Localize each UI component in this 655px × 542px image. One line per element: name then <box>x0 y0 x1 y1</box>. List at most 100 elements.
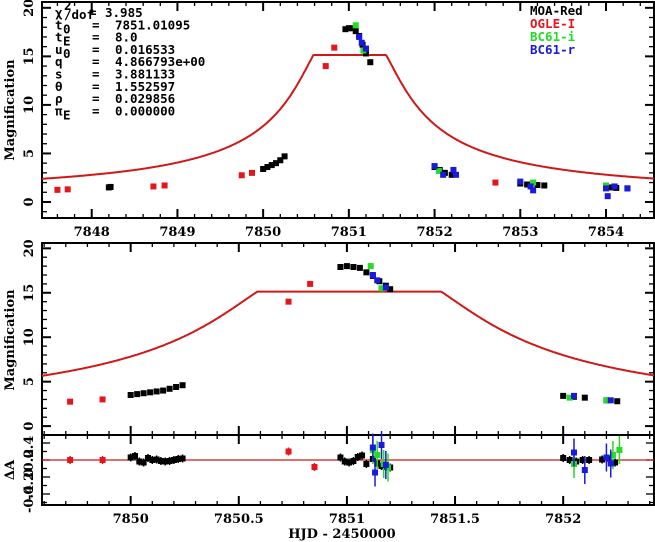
data-point <box>372 469 379 476</box>
data-point <box>341 458 348 465</box>
parameter-row: π E = 0.000000 <box>55 103 175 122</box>
data-point <box>534 181 541 188</box>
data-point <box>153 456 160 463</box>
data-point <box>157 458 164 464</box>
data-point <box>607 460 614 467</box>
data-point <box>609 452 616 458</box>
y-tick-label: 0 <box>22 422 37 431</box>
data-point <box>166 458 173 464</box>
data-point <box>378 442 385 448</box>
residual-y-tick-label: -0.2 <box>22 472 37 500</box>
x-tick-label: 7848 <box>74 225 110 240</box>
data-point <box>369 272 376 278</box>
data-point <box>560 455 567 461</box>
parameter-value: 0.016533 <box>115 42 175 57</box>
data-point <box>170 457 177 463</box>
data-point <box>350 458 357 464</box>
data-point <box>560 392 567 399</box>
data-point <box>603 397 610 404</box>
parameter-row: ρ = 0.029856 <box>55 91 175 106</box>
data-point <box>530 179 537 186</box>
data-point <box>570 449 577 456</box>
parameter-row: t 0 = 7851.01095 <box>55 17 190 36</box>
parameter-label: q <box>55 54 63 69</box>
x-tick-label: 7851.5 <box>430 512 480 527</box>
data-point <box>352 28 359 35</box>
data-point <box>367 263 374 270</box>
data-point <box>612 459 619 466</box>
data-point <box>374 277 381 284</box>
data-point <box>150 183 157 190</box>
series-bc61-i <box>367 263 610 404</box>
x-tick-label: 7850 <box>113 512 149 527</box>
series-ogle-i <box>54 44 499 193</box>
data-point <box>570 392 577 399</box>
residual-y-tick-label: 0.4 <box>22 436 37 459</box>
top-y-axis-label: Magnification <box>3 59 18 161</box>
data-point <box>173 384 180 390</box>
legend-entry: BC61-r <box>530 42 576 57</box>
data-point <box>149 457 156 463</box>
data-point <box>161 182 168 189</box>
data-point <box>349 25 356 32</box>
data-point <box>343 263 350 270</box>
parameter-value: 3.881133 <box>115 67 175 82</box>
parameter-equals: = <box>92 103 100 118</box>
model-curve <box>41 54 654 180</box>
data-point <box>67 457 74 463</box>
data-point <box>492 179 499 186</box>
series-bc61-r <box>369 431 614 487</box>
data-point <box>607 184 614 191</box>
x-tick-label: 7852 <box>416 225 452 240</box>
parameter-label: s <box>55 67 63 82</box>
parameter-equals: = <box>92 91 100 106</box>
data-point <box>160 387 167 394</box>
data-point <box>153 388 160 395</box>
data-point <box>331 44 338 51</box>
data-point <box>144 455 151 461</box>
data-point <box>99 457 106 463</box>
data-point <box>374 452 381 458</box>
data-point <box>530 187 537 194</box>
data-point <box>140 459 147 466</box>
data-point <box>162 458 169 465</box>
data-point <box>307 280 314 287</box>
y-tick-label: 5 <box>22 377 37 386</box>
parameter-subscript: 0 <box>63 46 71 61</box>
data-point <box>337 264 344 270</box>
data-point <box>179 455 186 462</box>
parameter-equals: = <box>92 67 100 82</box>
legend-entry: OGLE-I <box>530 16 575 31</box>
data-point <box>607 397 614 404</box>
legend-entry: MOA-Red <box>530 3 583 18</box>
parameter-superscript: 2 <box>64 0 72 13</box>
data-point <box>342 26 349 33</box>
data-point <box>127 454 134 461</box>
x-tick-label: 7854 <box>588 225 624 240</box>
data-point <box>517 178 524 185</box>
data-point <box>448 171 455 178</box>
parameter-subscript: E <box>63 34 71 49</box>
y-tick-label: 0 <box>22 197 37 206</box>
parameter-label: χ <box>55 5 63 20</box>
series-bc61-r <box>369 272 614 404</box>
legend-entry: BC61-i <box>530 29 576 44</box>
series-bc61-r <box>356 33 631 200</box>
parameter-value: 0.000000 <box>115 103 175 118</box>
data-point <box>260 165 267 172</box>
data-point <box>54 186 61 193</box>
parameter-value: 4.866793e+00 <box>115 54 205 69</box>
data-point <box>614 398 621 405</box>
middle-y-axis-label: Magnification <box>3 289 18 391</box>
x-tick-label: 7851 <box>329 512 365 527</box>
residual-panel: 7850 7850.5 7851 7851.5 7852 -0.4-0.200.20.4 <box>22 431 655 527</box>
y-tick-label: 20 <box>22 0 37 17</box>
data-point <box>581 467 588 473</box>
data-point <box>363 461 370 467</box>
data-point <box>527 183 534 190</box>
data-point <box>382 462 389 468</box>
data-point <box>337 454 344 461</box>
